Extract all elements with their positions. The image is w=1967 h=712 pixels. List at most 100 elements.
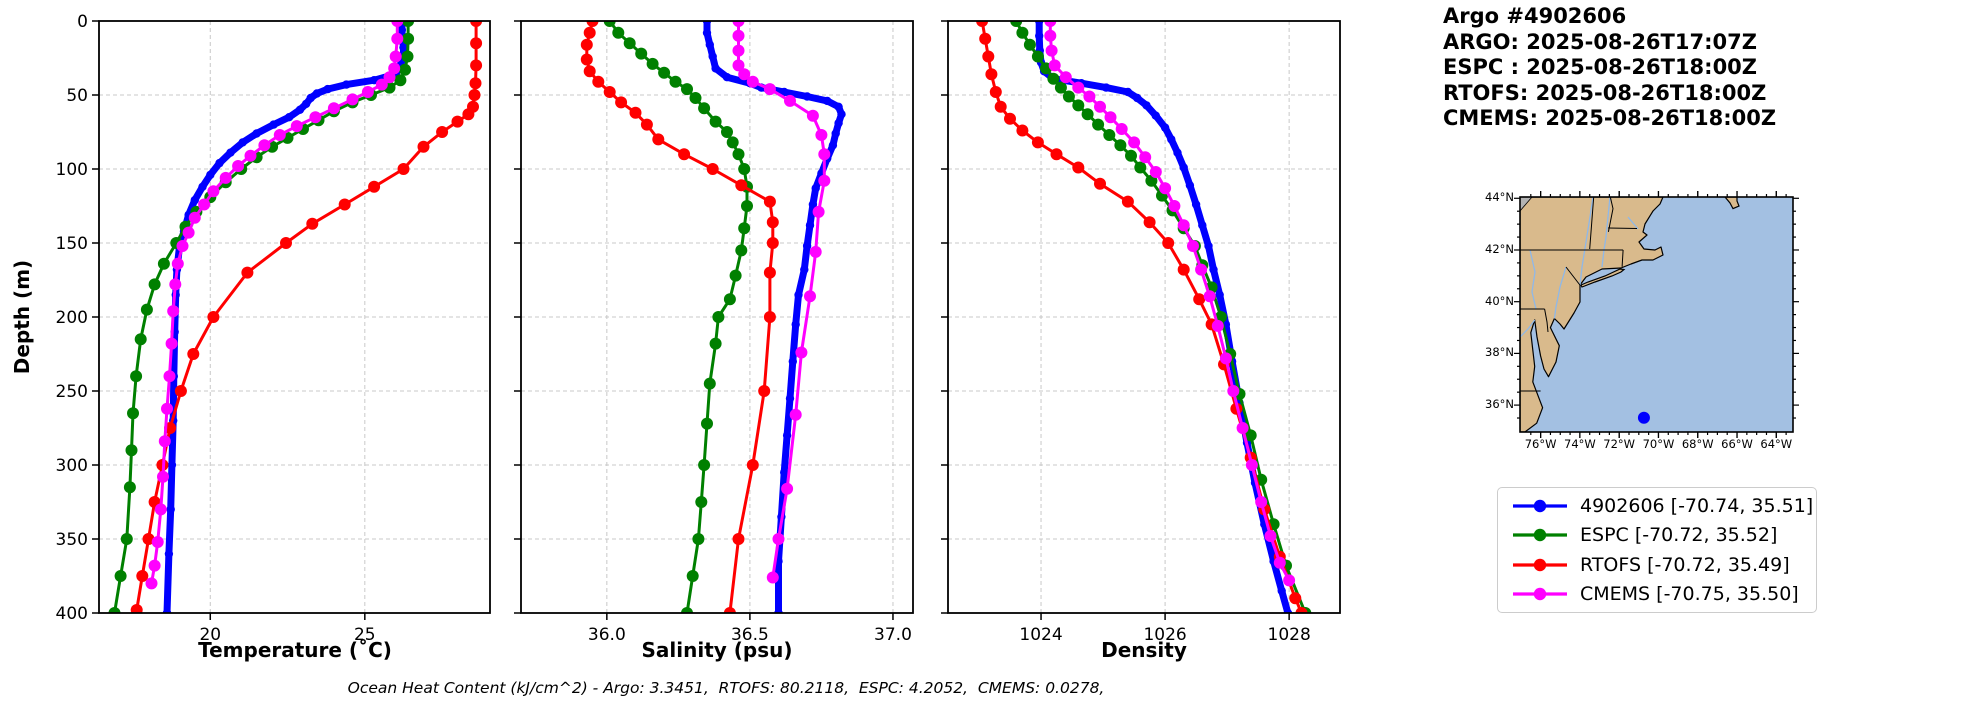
series-marker-argo [780,468,789,477]
series-marker-argo [702,21,712,26]
series-marker-cmems [232,160,245,172]
series-marker-cmems [1283,574,1296,587]
series-marker-cmems [809,245,822,258]
series-marker-cmems [1211,319,1224,332]
series-marker-rtofs [1094,177,1106,190]
series-marker-rtofs [469,77,482,90]
series-marker-espc [123,481,136,494]
series-marker-cmems [789,408,802,421]
series-marker-espc [681,607,693,613]
x-tick-label: 1026 [1143,625,1186,645]
nova-scotia [1724,197,1740,210]
series-marker-argo [238,138,247,147]
argo-timestamp: ARGO: 2025-08-26T17:07Z [1443,29,1757,54]
series-marker-rtofs [994,100,1007,113]
series-marker-espc [1114,139,1127,152]
y-tick-label: 150 [56,234,88,254]
series-marker-rtofs [241,266,254,279]
series-line-rtofs [980,21,1303,613]
series-marker-cmems [766,571,779,584]
series-marker-argo [1179,163,1188,172]
series-marker-argo [1191,200,1201,209]
series-marker-cmems [1187,240,1199,252]
series-marker-argo [791,320,800,329]
series-marker-argo [794,290,803,299]
series-marker-espc [726,136,739,149]
series-marker-espc [721,126,733,138]
series-marker-rtofs [1162,237,1175,249]
series-marker-rtofs [468,89,481,101]
series-marker-argo [802,92,812,101]
series-marker-rtofs [758,385,771,397]
series-marker-cmems [1072,81,1085,94]
series-marker-rtofs [1295,607,1308,613]
series-marker-cmems [1177,219,1190,232]
series-marker-argo [800,265,809,274]
series-marker-cmems [1236,422,1249,434]
series-marker-argo [1133,93,1142,103]
series-marker-argo [702,28,712,37]
series-marker-argo [301,99,311,109]
series-marker-rtofs [652,133,665,146]
series-marker-cmems [151,536,164,548]
series-marker-rtofs [1177,263,1190,276]
series-marker-argo [166,505,175,514]
legend-label-argo: 4902606 [-70.74, 35.51] [1580,495,1814,518]
series-marker-rtofs [735,179,748,192]
y-axis-title: Depth (m) [10,259,34,375]
x-tick-label: 37.0 [874,625,912,645]
y-tick-label: 50 [66,86,88,106]
series-marker-cmems [746,75,759,88]
float-id-title: Argo #4902606 [1443,4,1627,28]
series-marker-rtofs [470,21,483,27]
series-marker-espc [732,148,745,161]
series-marker-rtofs [470,37,483,50]
series-marker-cmems [1139,151,1152,164]
series-marker-espc [1023,38,1036,51]
series-marker-cmems [732,21,745,27]
series-marker-espc [1047,72,1060,85]
x-tick-label: 25 [354,625,376,645]
series-marker-rtofs [586,21,599,27]
series-marker-cmems [1128,136,1141,149]
series-marker-argo [1035,31,1044,40]
series-marker-espc [108,607,121,613]
series-marker-argo [1204,241,1213,251]
series-marker-rtofs [207,311,220,323]
series-marker-cmems [1045,44,1058,57]
y-tick-label: 400 [56,604,88,624]
series-marker-cmems [1219,352,1232,365]
rtofs-timestamp: RTOFS: 2025-08-26T18:00Z [1443,80,1767,105]
legend-item-argo: 4902606 [-70.74, 35.51] [1498,495,1816,517]
series-marker-espc [1125,149,1137,162]
series-marker-espc [738,222,751,235]
series-line-rtofs [135,21,478,611]
series-marker-argo [785,394,795,403]
series-marker-rtofs [640,118,653,131]
series-marker-espc [1072,99,1085,112]
series-marker-cmems [763,83,776,96]
series-marker-espc [741,200,753,212]
series-marker-rtofs [976,21,989,27]
series-marker-rtofs [603,86,616,98]
series-marker-cmems [815,129,828,141]
legend-item-cmems: CMEMS [-70.75, 35.50] [1498,583,1816,605]
series-marker-cmems [158,435,171,448]
series-marker-rtofs [1050,148,1063,161]
series-marker-argo [788,357,797,366]
series-marker-argo [252,129,261,138]
series-marker-cmems [389,50,402,63]
float-position-dot [1637,411,1650,424]
series-marker-espc [729,269,742,282]
series-marker-espc [1062,90,1075,103]
series-marker-cmems [244,149,257,162]
y-tick-label: 300 [56,456,88,476]
series-marker-argo [828,141,838,150]
series-marker-cmems [804,290,816,303]
series-marker-argo [722,73,732,82]
series-marker-argo [1185,181,1195,190]
y-tick-label: 200 [56,308,88,328]
series-marker-cmems [154,503,167,516]
series-marker-rtofs [592,75,605,88]
